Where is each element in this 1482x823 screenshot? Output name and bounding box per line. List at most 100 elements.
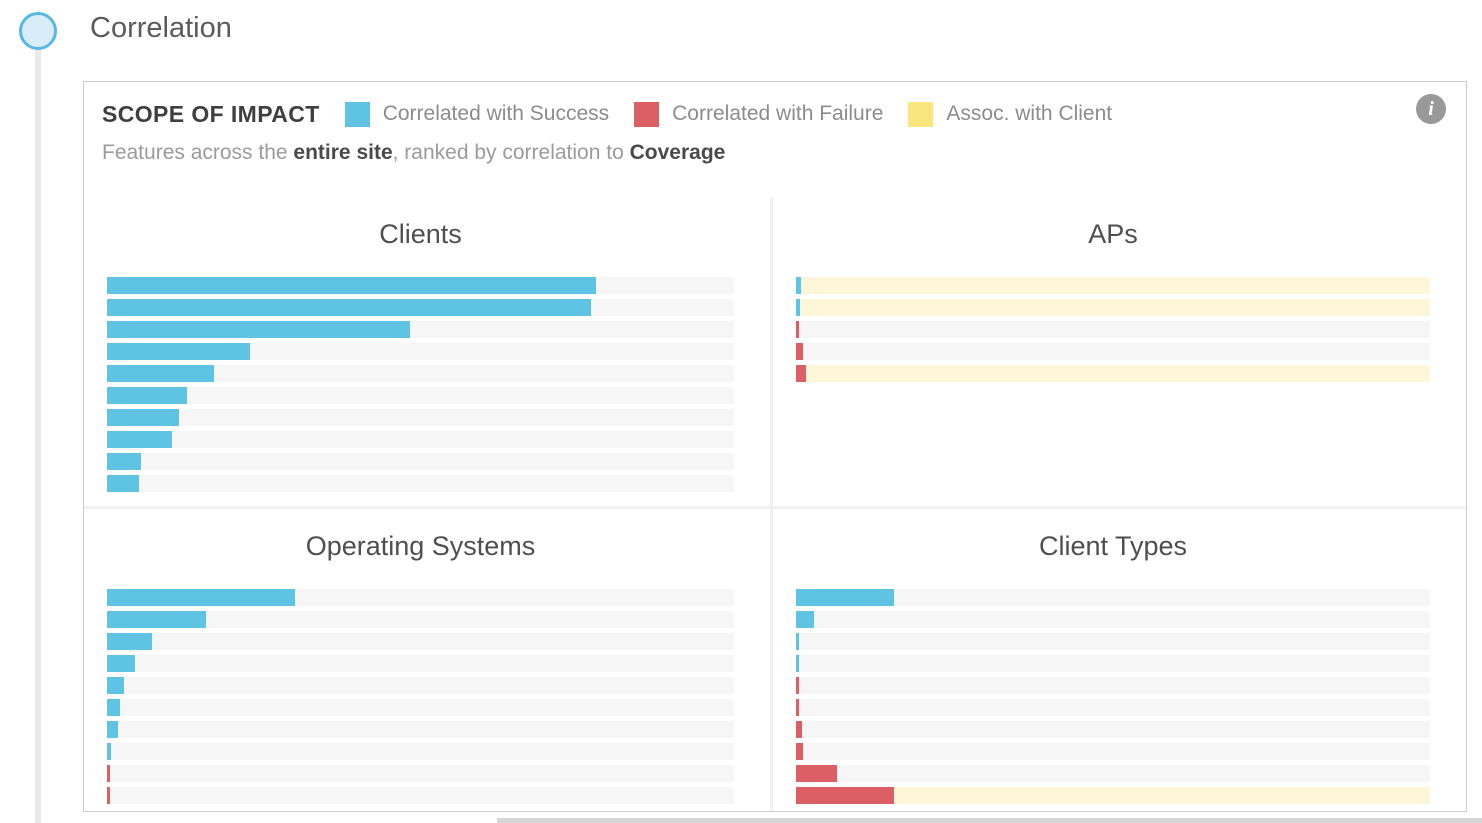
bar-track xyxy=(796,787,1430,804)
bar-success[interactable] xyxy=(796,633,799,650)
client-swatch-icon xyxy=(908,101,934,127)
bar-success[interactable] xyxy=(107,321,411,338)
bar-success[interactable] xyxy=(107,277,597,294)
bar-success[interactable] xyxy=(796,589,895,606)
subtitle-metric: Coverage xyxy=(629,141,726,164)
bar-track xyxy=(107,633,734,650)
section-title: Correlation xyxy=(90,12,232,44)
bar-success[interactable] xyxy=(107,409,180,426)
quadrant-aps: APs xyxy=(773,197,1466,509)
legend-label-failure: Correlated with Failure xyxy=(672,102,884,125)
bar-chart-client-types xyxy=(796,589,1430,804)
bar-track xyxy=(796,589,1430,606)
bar-success[interactable] xyxy=(796,277,802,294)
bar-failure[interactable] xyxy=(107,765,110,782)
bar-track xyxy=(107,743,734,760)
bar-track xyxy=(107,321,734,338)
bar-track xyxy=(107,365,734,382)
bar-success[interactable] xyxy=(107,343,250,360)
bar-track xyxy=(107,475,734,492)
quadrant-client-types: Client Types xyxy=(773,509,1466,811)
bar-success[interactable] xyxy=(107,365,214,382)
bar-track xyxy=(796,721,1430,738)
bar-track xyxy=(107,277,734,294)
panel-header: SCOPE OF IMPACT Correlated with Success … xyxy=(102,98,1406,130)
bar-track xyxy=(796,365,1430,382)
bar-track xyxy=(107,611,734,628)
bar-failure[interactable] xyxy=(796,343,803,360)
bar-track xyxy=(107,589,734,606)
subtitle-middle: , ranked by correlation to xyxy=(392,141,630,164)
bar-success[interactable] xyxy=(107,655,136,672)
legend-item-success: Correlated with Success xyxy=(344,101,610,127)
bar-failure[interactable] xyxy=(796,765,838,782)
bar-track xyxy=(107,299,734,316)
bar-success[interactable] xyxy=(107,387,188,404)
bar-success[interactable] xyxy=(796,299,801,316)
bar-track xyxy=(796,277,1430,294)
bar-track xyxy=(107,699,734,716)
chart-grid: Clients APs Operating Systems Client Typ… xyxy=(84,197,1466,811)
chart-title-aps: APs xyxy=(1088,219,1138,249)
bar-success[interactable] xyxy=(107,589,296,606)
bar-failure[interactable] xyxy=(796,365,806,382)
bar-failure[interactable] xyxy=(796,721,803,738)
bar-track xyxy=(796,611,1430,628)
success-swatch-icon xyxy=(344,101,370,127)
bar-success[interactable] xyxy=(107,633,152,650)
bar-failure[interactable] xyxy=(796,787,895,804)
bar-failure[interactable] xyxy=(796,677,799,694)
bar-track xyxy=(107,655,734,672)
panel-title: SCOPE OF IMPACT xyxy=(102,100,320,127)
legend-label-success: Correlated with Success xyxy=(382,102,610,125)
bar-track xyxy=(107,721,734,738)
bar-track xyxy=(796,743,1430,760)
subtitle-prefix: Features across the xyxy=(102,141,294,164)
bar-failure[interactable] xyxy=(796,743,803,760)
bar-track xyxy=(796,343,1430,360)
bar-success[interactable] xyxy=(107,699,120,716)
bar-track xyxy=(107,677,734,694)
quadrant-operating-systems: Operating Systems xyxy=(84,509,773,811)
bar-track xyxy=(796,765,1430,782)
bar-track xyxy=(107,387,734,404)
chart-title-client-types: Client Types xyxy=(1038,531,1188,561)
chart-title-operating-systems: Operating Systems xyxy=(305,531,536,561)
bar-track xyxy=(107,453,734,470)
bar-track xyxy=(796,321,1430,338)
timeline-step-marker[interactable] xyxy=(19,12,57,50)
next-section-edge xyxy=(497,818,1482,823)
bar-track xyxy=(796,677,1430,694)
legend-item-failure: Correlated with Failure xyxy=(634,101,884,127)
bar-chart-aps xyxy=(796,277,1430,382)
bar-success[interactable] xyxy=(107,677,124,694)
bar-track xyxy=(796,699,1430,716)
bar-track xyxy=(107,765,734,782)
bar-success[interactable] xyxy=(107,743,112,760)
bar-success[interactable] xyxy=(107,475,139,492)
bar-success[interactable] xyxy=(796,611,814,628)
bar-failure[interactable] xyxy=(796,699,799,716)
bar-success[interactable] xyxy=(107,721,118,738)
bar-success[interactable] xyxy=(107,299,592,316)
subtitle-scope: entire site xyxy=(293,141,393,164)
timeline-rail xyxy=(35,30,41,823)
bar-track xyxy=(796,633,1430,650)
failure-swatch-icon xyxy=(634,101,660,127)
bar-success[interactable] xyxy=(107,431,172,448)
bar-success[interactable] xyxy=(107,611,207,628)
bar-track xyxy=(796,655,1430,672)
bar-track xyxy=(796,299,1430,316)
bar-track xyxy=(107,787,734,804)
bar-track xyxy=(107,343,734,360)
bar-success[interactable] xyxy=(107,453,141,470)
scope-of-impact-panel: SCOPE OF IMPACT Correlated with Success … xyxy=(83,81,1467,812)
bar-failure[interactable] xyxy=(796,321,800,338)
bar-success[interactable] xyxy=(796,655,800,672)
info-icon[interactable]: i xyxy=(1416,94,1446,124)
bar-chart-clients xyxy=(107,277,734,492)
bar-track xyxy=(107,431,734,448)
legend-item-client: Assoc. with Client xyxy=(908,101,1112,127)
bar-failure[interactable] xyxy=(107,787,110,804)
bar-chart-operating-systems xyxy=(107,589,734,804)
